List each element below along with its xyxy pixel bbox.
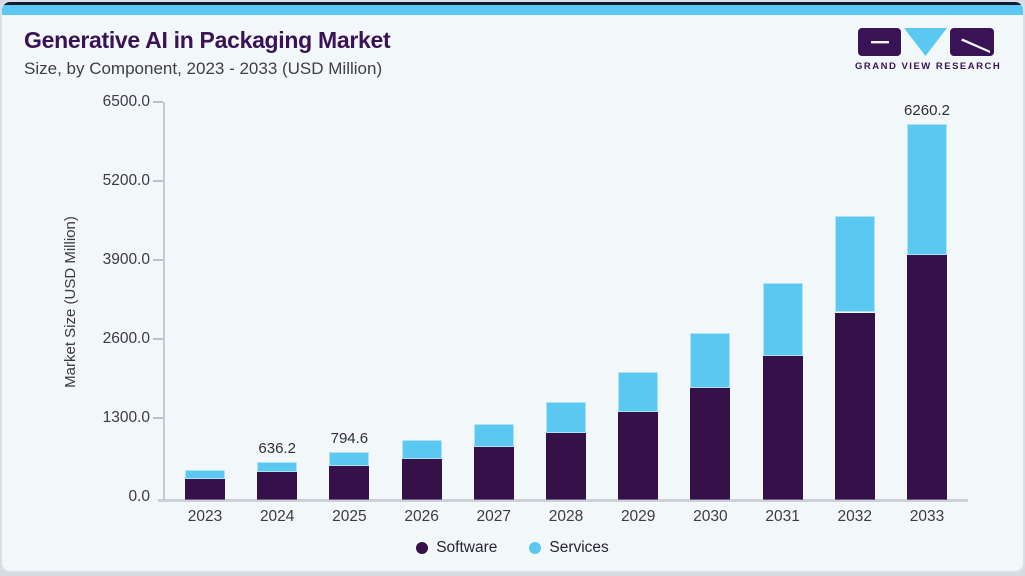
bar-2024-services <box>257 461 298 473</box>
x-tick-label-2033: 2033 <box>909 508 945 525</box>
y-tick-label: 2600.0 <box>102 330 150 347</box>
chart-legend: Software Services <box>2 539 1023 557</box>
data-label-2024: 636.2 <box>258 439 296 457</box>
x-tick-label-2032: 2032 <box>837 508 873 525</box>
y-tick-label: 3900.0 <box>102 251 150 268</box>
bar-2031-software <box>762 356 803 500</box>
top-blue-strip <box>2 5 1023 15</box>
bar-2028-services <box>546 402 586 433</box>
bar-2027-software <box>473 447 514 500</box>
y-tick-label: 0.0 <box>128 488 150 505</box>
legend-swatch-services-icon <box>529 542 542 554</box>
y-tick-mark <box>153 101 163 103</box>
x-tick-label-2024: 2024 <box>259 508 295 525</box>
legend-item-services: Services <box>529 539 609 557</box>
y-tick-mark <box>153 338 163 340</box>
legend-item-software: Software <box>416 539 497 557</box>
chart-header: Generative AI in Packaging Market Size, … <box>24 27 391 79</box>
bar-2031-services <box>762 283 803 357</box>
bar-2029-software <box>618 412 659 500</box>
bar-2027-services <box>473 423 514 448</box>
y-tick-label: 1300.0 <box>102 409 150 426</box>
bar-2030-software <box>690 388 731 500</box>
page-title: Generative AI in Packaging Market <box>24 27 391 53</box>
x-tick-label-2031: 2031 <box>765 508 800 525</box>
bar-2030-services <box>690 333 731 389</box>
grand-view-research-logo: GRAND VIEW RESEARCH <box>855 28 1002 72</box>
y-tick-label: 6500.0 <box>102 93 150 110</box>
y-axis-line <box>163 102 165 500</box>
top-navy-line <box>2 2 1023 5</box>
x-tick-label-2030: 2030 <box>693 508 728 525</box>
bar-2023-services <box>185 469 225 480</box>
bar-2033-software <box>907 254 947 500</box>
y-tick-mark <box>153 259 163 261</box>
bar-2024-software <box>257 472 298 500</box>
bar-2032-services <box>834 216 875 313</box>
x-tick-label-2027: 2027 <box>476 508 512 525</box>
bar-2029-services <box>618 372 659 413</box>
logo-text: GRAND VIEW RESEARCH <box>855 61 1002 72</box>
x-tick-label-2026: 2026 <box>404 508 439 525</box>
y-tick-mark <box>153 417 163 419</box>
x-tick-label-2028: 2028 <box>548 508 584 525</box>
bar-2025-software <box>329 465 370 500</box>
y-axis-label: Market Size (USD Million) <box>62 216 79 388</box>
bar-2025-services <box>329 452 370 466</box>
x-tick-label-2023: 2023 <box>187 508 223 525</box>
page-subtitle: Size, by Component, 2023 - 2033 (USD Mil… <box>24 59 383 78</box>
bar-2026-services <box>401 440 442 459</box>
legend-label-services: Services <box>549 539 609 556</box>
bar-2026-software <box>401 458 442 500</box>
x-tick-label-2025: 2025 <box>332 508 367 525</box>
data-label-2025: 794.6 <box>330 430 369 448</box>
gvr-logo-icon <box>858 28 994 56</box>
bar-2028-software <box>546 432 586 500</box>
x-tick-label-2029: 2029 <box>620 508 656 525</box>
bar-2032-software <box>834 312 875 500</box>
bar-2023-software <box>185 479 225 500</box>
y-tick-mark <box>153 180 163 182</box>
data-label-2033: 6260.2 <box>904 101 950 119</box>
legend-label-software: Software <box>436 539 498 556</box>
x-axis-baseline <box>158 498 968 502</box>
legend-swatch-software-icon <box>416 542 429 554</box>
bar-2033-services <box>907 123 947 255</box>
y-tick-label: 5200.0 <box>102 172 150 189</box>
